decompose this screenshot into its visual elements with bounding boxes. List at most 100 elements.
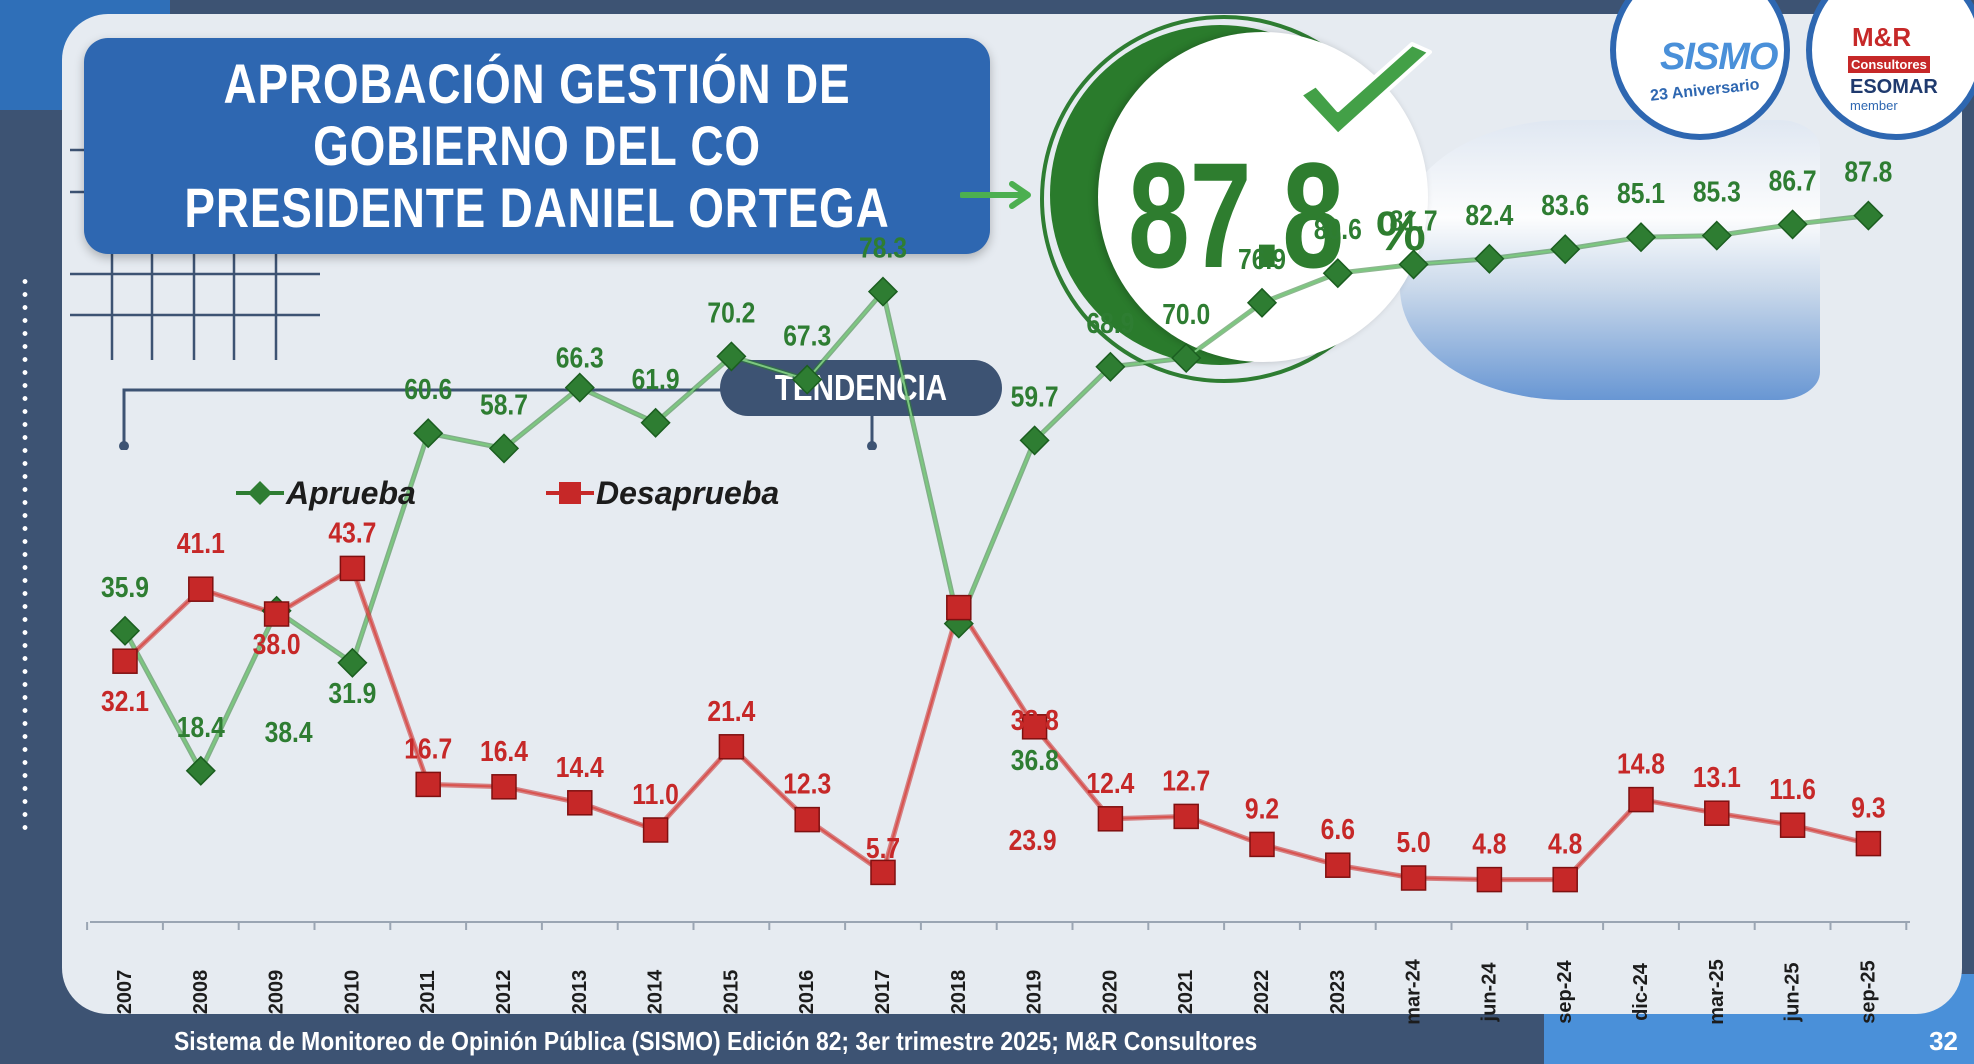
x-tick-label: 2019 [1024, 970, 1046, 1015]
desaprueba-data-label: 5.0 [1396, 826, 1430, 858]
desaprueba-point [1097, 806, 1124, 832]
aprueba-data-label: 59.7 [1011, 381, 1059, 413]
x-tick-label: 2020 [1099, 970, 1121, 1015]
mr-logo-text: M&R [1852, 22, 1912, 52]
aprueba-point [1322, 258, 1353, 289]
desaprueba-point [491, 774, 517, 800]
aprueba-data-label: 60.6 [404, 373, 452, 405]
aprueba-data-label: 18.4 [177, 711, 225, 743]
arrow-right-icon [960, 181, 1031, 209]
desaprueba-data-label: 12.7 [1162, 765, 1210, 797]
x-tick-label: 2017 [872, 970, 894, 1015]
headline-unit: % [1376, 199, 1426, 262]
desaprueba-point [567, 790, 593, 816]
page-number: 32 [1929, 1026, 1958, 1056]
desaprueba-data-label: 12.3 [783, 768, 831, 800]
desaprueba-data-label: 38.0 [253, 628, 301, 660]
aprueba-data-label: 80.6 [1314, 213, 1362, 245]
x-tick-label: sep-24 [1554, 959, 1576, 1023]
desaprueba-point [1855, 830, 1882, 857]
x-tick-label: 2018 [948, 970, 970, 1015]
aprueba-data-label: 82.4 [1465, 199, 1513, 231]
aprueba-data-label: 83.6 [1541, 189, 1589, 221]
aprueba-point [1095, 351, 1126, 382]
x-tick-label: 2013 [569, 970, 591, 1015]
desaprueba-data-label: 9.3 [1851, 792, 1885, 824]
dotted-divider [22, 275, 28, 835]
x-tick-label: 2014 [645, 969, 667, 1014]
desaprueba-point [1325, 852, 1351, 878]
x-tick-label: sep-25 [1857, 960, 1879, 1023]
desaprueba-data-label: 23.9 [1009, 824, 1057, 856]
desaprueba-point [112, 648, 138, 674]
desaprueba-point [1400, 865, 1427, 891]
desaprueba-data-label: 14.4 [556, 751, 604, 783]
section-bracket [119, 388, 877, 450]
desaprueba-data-label: 21.4 [707, 695, 755, 727]
aprueba-data-label: 58.7 [480, 389, 528, 421]
aprueba-point [185, 755, 216, 786]
desaprueba-point [1552, 866, 1578, 893]
sismo-logo [1610, 0, 1790, 140]
aprueba-data-label: 86.7 [1769, 165, 1817, 197]
x-tick-label: 2016 [796, 970, 818, 1015]
aprueba-data-label: 35.9 [101, 571, 149, 603]
desaprueba-point [339, 555, 366, 582]
aprueba-point [716, 341, 747, 372]
aprueba-data-label: 70.0 [1162, 298, 1210, 330]
aprueba-point [1777, 209, 1808, 240]
desaprueba-data-label: 14.8 [1617, 748, 1665, 780]
desaprueba-point [718, 734, 745, 760]
x-tick-label: 2023 [1327, 970, 1349, 1015]
desaprueba-data-label: 32.1 [101, 685, 149, 717]
desaprueba-point [1021, 714, 1048, 740]
aprueba-point [1701, 220, 1732, 251]
aprueba-data-label: 70.2 [707, 297, 755, 329]
desaprueba-data-label: 6.6 [1321, 813, 1355, 845]
desaprueba-data-label: 9.2 [1245, 793, 1279, 825]
x-tick-label: mar-24 [1403, 958, 1425, 1024]
aprueba-point [640, 407, 671, 438]
desaprueba-data-label: 4.8 [1472, 828, 1506, 860]
x-tick-label: 2011 [417, 970, 439, 1013]
desaprueba-data-label: 5.7 [866, 832, 900, 864]
aprueba-data-label: 87.8 [1844, 156, 1892, 188]
desaprueba-point [946, 594, 972, 621]
aprueba-point [1246, 287, 1278, 318]
aprueba-point [792, 364, 823, 395]
desaprueba-point [1476, 866, 1503, 893]
desaprueba-point [642, 817, 669, 843]
aprueba-point [1019, 425, 1050, 456]
desaprueba-data-label: 13.1 [1693, 761, 1741, 793]
desaprueba-point [1779, 812, 1806, 838]
aprueba-data-label: 81.7 [1390, 205, 1438, 237]
aprueba-point [564, 372, 595, 403]
desaprueba-point [870, 859, 896, 886]
aprueba-point [109, 615, 141, 646]
footer-source: Sistema de Monitoreo de Opinión Pública … [174, 1026, 1258, 1056]
aprueba-data-label: 36.8 [1011, 744, 1059, 776]
desaprueba-data-label: 11.6 [1769, 773, 1816, 805]
aprueba-point [337, 647, 368, 678]
aprueba-data-label: 76.9 [1238, 243, 1286, 275]
desaprueba-data-label: 4.8 [1548, 828, 1582, 860]
desaprueba-point [415, 771, 441, 798]
aprueba-data-label: 66.3 [556, 342, 604, 374]
x-tick-label: 2022 [1251, 970, 1273, 1015]
legend-label-desaprueba: Desaprueba [596, 475, 779, 511]
x-tick-label: 2009 [266, 970, 288, 1015]
checkmark-icon [1298, 42, 1432, 137]
aprueba-data-label: 85.1 [1617, 177, 1665, 209]
desaprueba-point [188, 576, 214, 602]
aprueba-point [1474, 243, 1505, 274]
legend-square-marker [559, 482, 581, 504]
esomar-text: ESOMAR [1850, 76, 1938, 98]
aprueba-point [1398, 249, 1429, 280]
series-line-highlight [124, 566, 1869, 881]
aprueba-data-label: 31.9 [328, 677, 376, 709]
desaprueba-data-label: 16.4 [480, 735, 528, 767]
headline-value: 87.8 [1128, 131, 1345, 299]
x-tick-label: dic-24 [1630, 962, 1652, 1021]
